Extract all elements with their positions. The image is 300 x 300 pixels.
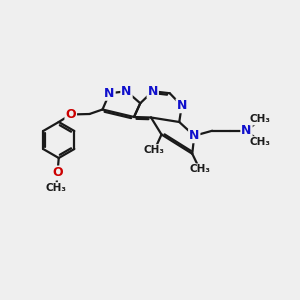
Text: CH₃: CH₃ [46, 183, 67, 193]
Text: N: N [104, 87, 115, 100]
Text: N: N [121, 85, 132, 98]
Text: CH₃: CH₃ [144, 145, 165, 155]
Text: CH₃: CH₃ [250, 137, 271, 147]
Text: N: N [189, 129, 200, 142]
Text: N: N [148, 85, 158, 98]
Text: O: O [65, 108, 76, 121]
Text: CH₃: CH₃ [250, 115, 271, 124]
Text: O: O [52, 167, 63, 179]
Text: CH₃: CH₃ [189, 164, 210, 174]
Text: N: N [177, 99, 187, 112]
Text: N: N [241, 124, 252, 137]
